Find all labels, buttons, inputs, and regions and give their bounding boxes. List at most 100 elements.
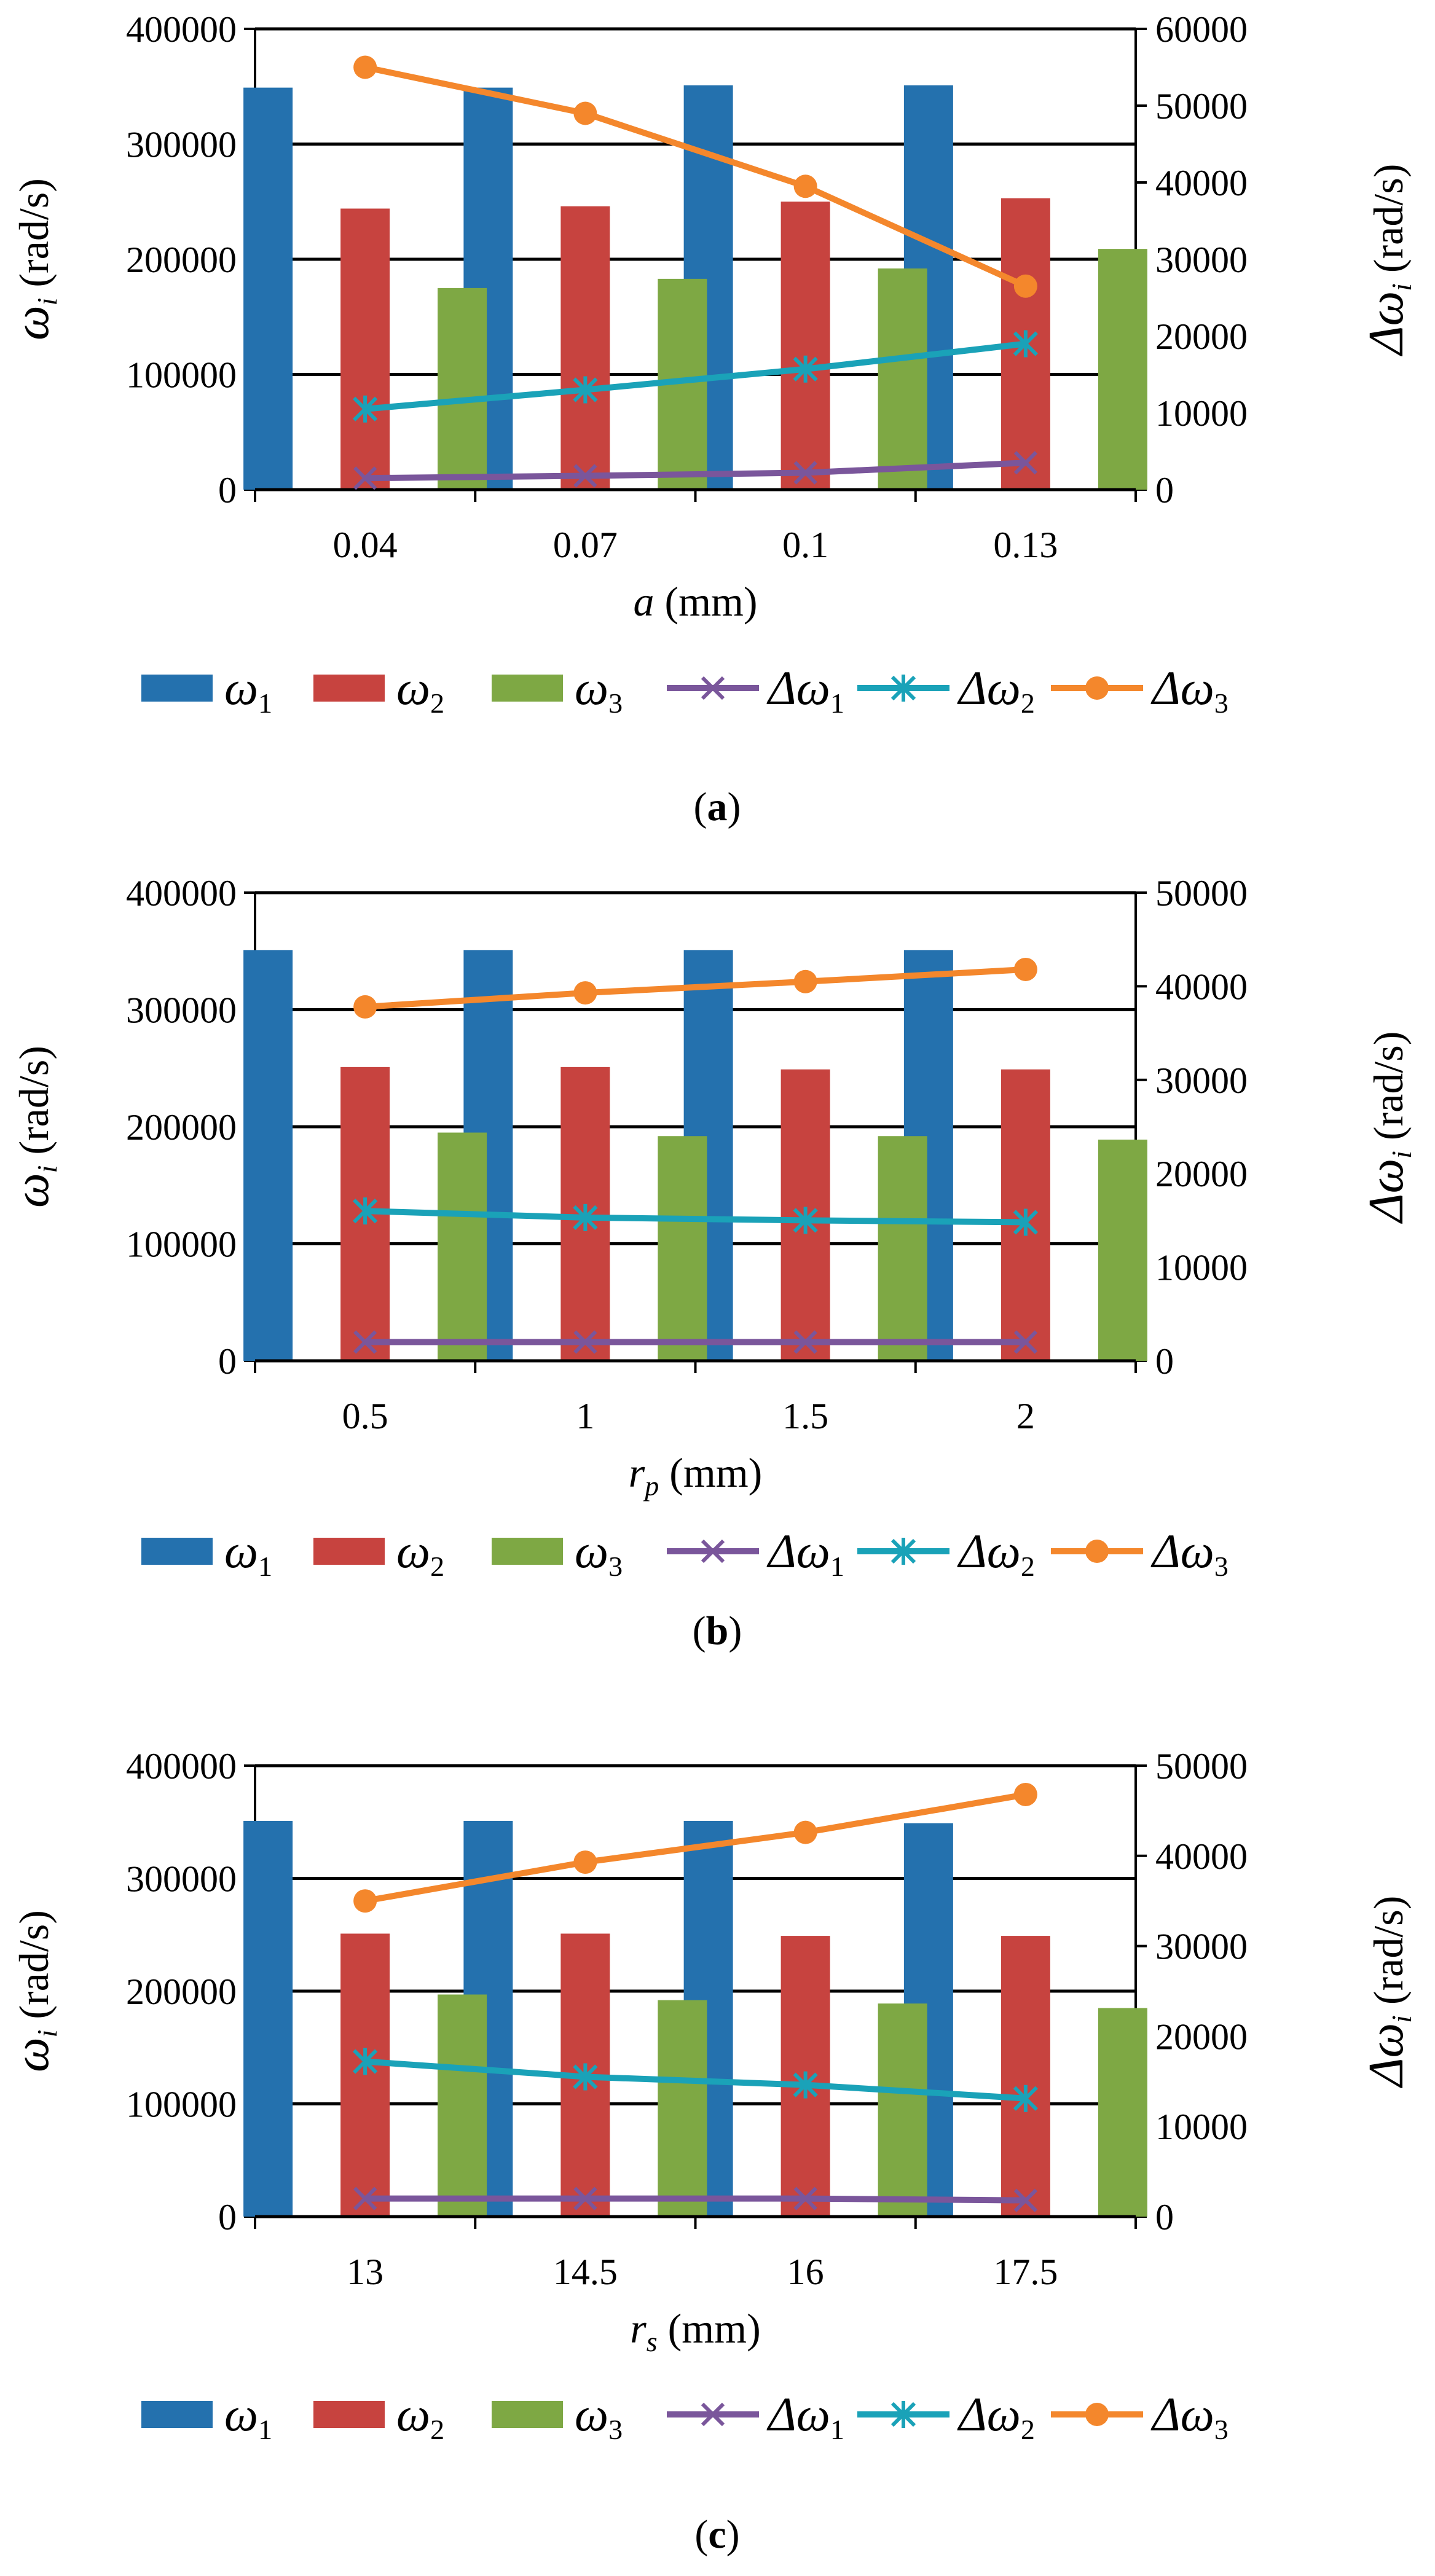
marker-Δω2-17.5: [1013, 2085, 1038, 2112]
right-axis-tick-label: 30000: [1155, 1927, 1248, 1967]
marker-stroke: [701, 1539, 725, 1564]
marker-circle: [793, 1820, 817, 1844]
bar-ω3-17.5: [1098, 2008, 1147, 2217]
legend-label-ω3: ω3: [575, 661, 623, 719]
marker-Δω2-14.5: [573, 2063, 598, 2091]
right-axis-tick-label: 40000: [1155, 1836, 1248, 1877]
right-axis-tick-label: 20000: [1155, 316, 1248, 357]
x-category-label: 0.07: [553, 525, 618, 565]
marker-Δω1-0.1: [793, 461, 817, 485]
bar-ω3-0.13: [1098, 249, 1147, 490]
bar-ω3-0.1: [878, 268, 927, 490]
legend-swatch-ω1: [141, 1538, 213, 1565]
right-axis-tick-label: 10000: [1155, 393, 1248, 434]
x-category-label: 1.5: [782, 1396, 828, 1436]
legend-label-Δω3: Δω3: [1150, 661, 1229, 719]
bar-ω3-1.5: [878, 1136, 927, 1361]
legend-marker-Δω3: [1085, 2403, 1109, 2426]
marker-stroke: [793, 461, 817, 485]
legend-marker-Δω2: [890, 1538, 916, 1565]
x-category-label: 17.5: [993, 2252, 1058, 2292]
marker-stroke: [1013, 451, 1037, 475]
marker-circle: [573, 981, 597, 1005]
legend-swatch-ω3: [492, 2401, 563, 2428]
marker-stroke: [793, 2186, 817, 2210]
marker-circle: [353, 1889, 377, 1913]
chart-panel-c: 0 100000 200000 300000 400000 0 10000 20000 3000…: [5, 1746, 1417, 2557]
marker-stroke: [793, 1330, 817, 1354]
marker-circle: [1013, 274, 1037, 298]
x-axis-title: a (mm): [633, 578, 757, 625]
marker-Δω2-0.5: [353, 1197, 378, 1225]
marker-Δω3-0.07: [573, 101, 597, 125]
marker-Δω1-0.13: [1013, 451, 1037, 475]
right-y-axis-title: Δωi (rad/s): [1359, 1896, 1417, 2089]
legend-label-ω3: ω3: [575, 1524, 623, 1582]
marker-stroke: [1013, 2188, 1037, 2212]
right-axis-tick-label: 10000: [1155, 2107, 1248, 2147]
line-Δω1: [365, 2195, 1026, 2204]
right-axis-tick-label: 0: [1155, 2197, 1174, 2237]
line-Δω2: [364, 1208, 1026, 1226]
legend-marker-Δω1: [701, 2402, 725, 2427]
bar-ω1-0.5: [243, 950, 293, 1361]
line-Δω3: [364, 966, 1026, 1010]
marker-Δω3-13: [353, 1889, 377, 1913]
right-axis-tick-label: 10000: [1155, 1248, 1248, 1288]
legend: ω1 ω2 ω3 Δω1 Δω2 Δω3: [141, 1524, 1229, 1582]
legend-label-ω2: ω2: [396, 2387, 444, 2445]
left-axis-tick-label: 200000: [126, 1107, 237, 1148]
legend-label-Δω1: Δω1: [766, 2387, 844, 2445]
left-axis-tick-label: 0: [218, 2197, 237, 2237]
marker-Δω3-0.13: [1013, 274, 1037, 298]
bar-ω1-0.04: [243, 87, 293, 490]
marker-stroke: [701, 2402, 725, 2427]
line-Δω1: [365, 460, 1026, 482]
legend-marker-Δω1: [701, 676, 725, 700]
marker-stroke: [573, 2186, 597, 2210]
legend-label-ω2: ω2: [396, 661, 444, 719]
x-category-label: 0.04: [333, 525, 398, 565]
bar-ω3-2: [1098, 1139, 1147, 1361]
right-axis-tick-label: 20000: [1155, 1154, 1248, 1194]
marker-circle: [1013, 1782, 1037, 1806]
marker-stroke: [701, 676, 725, 700]
x-category-label: 13: [347, 2252, 383, 2292]
x-category-label: 0.13: [993, 525, 1058, 565]
marker-circle: [1085, 2403, 1109, 2426]
marker-Δω1-0.5: [353, 1330, 377, 1354]
panel-label: (c): [694, 2512, 739, 2557]
legend-swatch-ω3: [492, 1538, 563, 1565]
marker-Δω1-2: [1013, 1330, 1037, 1354]
marker-Δω1-14.5: [573, 2186, 597, 2210]
panel-label: (a): [694, 785, 741, 829]
right-axis-tick-label: 50000: [1155, 86, 1248, 127]
legend-swatch-ω3: [492, 675, 563, 702]
x-axis-title: rp (mm): [629, 1449, 763, 1501]
legend-marker-Δω2: [890, 675, 916, 702]
x-category-label: 2: [1016, 1396, 1035, 1436]
right-axis-tick-label: 40000: [1155, 966, 1248, 1007]
marker-Δω3-1: [573, 981, 597, 1005]
legend-label-Δω1: Δω1: [766, 661, 844, 719]
left-axis-tick-label: 0: [218, 470, 237, 511]
legend-swatch-ω2: [313, 1538, 385, 1565]
marker-stroke: [353, 2186, 377, 2210]
marker-circle: [353, 55, 377, 79]
left-axis-tick-label: 0: [218, 1341, 237, 1382]
left-axis-tick-label: 100000: [126, 2085, 237, 2125]
right-axis-tick-label: 60000: [1155, 9, 1248, 50]
marker-circle: [1085, 1540, 1109, 1563]
bar-ω3-14.5: [658, 2000, 707, 2217]
chart-panel-a: 0 100000 200000 300000 400000 0 10000 20000 3000…: [5, 9, 1417, 829]
left-axis-tick-label: 200000: [126, 1971, 237, 2012]
legend-swatch-ω2: [313, 2401, 385, 2428]
marker-circle: [573, 1850, 597, 1874]
x-category-label: 0.1: [782, 525, 828, 565]
marker-Δω2-13: [353, 2048, 378, 2075]
marker-stroke: [353, 466, 377, 490]
legend-label-Δω2: Δω2: [957, 1524, 1035, 1582]
marker-Δω3-0.04: [353, 55, 377, 79]
marker-stroke: [573, 464, 597, 488]
